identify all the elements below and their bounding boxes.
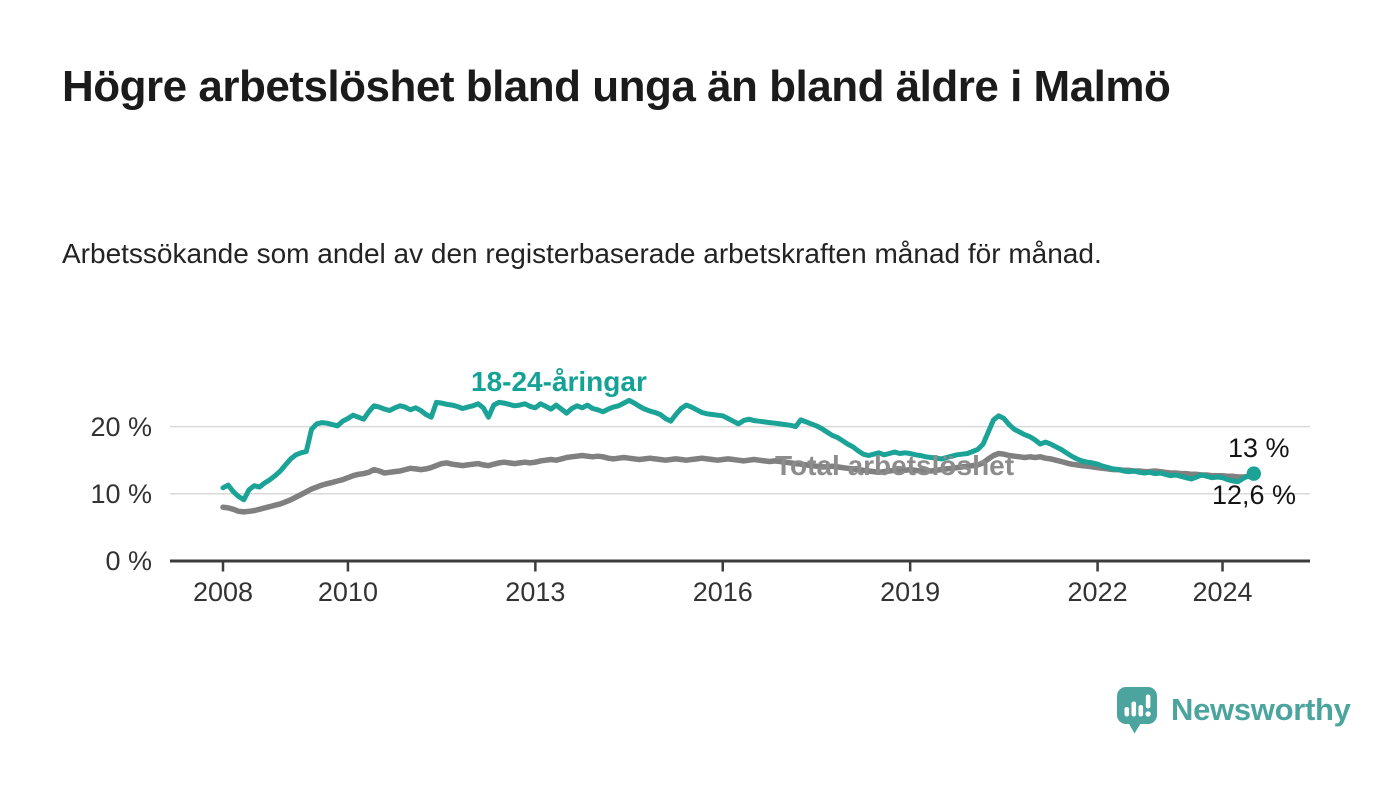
y-axis-labels: 0 % 10 % 20 % [84, 0, 152, 620]
series-label-total: Total arbetslöshet [775, 450, 1015, 481]
series-line-Total arbetslöshet [220, 450, 1257, 515]
series-line-18-24-åringar [220, 397, 1257, 503]
logo-exclamation-stem [1145, 694, 1151, 709]
x-axis-label: 2016 [692, 577, 753, 607]
series-label-youth: 18-24-åringar [471, 366, 647, 397]
x-axis-label: 2024 [1192, 577, 1253, 607]
latest-value-dot [1246, 466, 1262, 481]
x-axis-label: 2008 [192, 577, 254, 607]
x-axis-label: 2010 [317, 577, 378, 607]
x-axis-label: 2022 [1067, 577, 1128, 607]
page-title: Högre arbetslöshet bland unga än bland ä… [62, 62, 1171, 111]
x-axis-label: 2013 [505, 577, 566, 607]
logo-bar-2 [1131, 701, 1137, 717]
x-axis-labels: 2008 2010 2013 2016 2019 2022 2024 [90, 577, 1360, 617]
newsworthy-logo: Newsworthy [1116, 686, 1351, 734]
end-value-total: 12,6 % [1212, 480, 1297, 510]
y-axis-label: 0 % [105, 546, 152, 576]
x-axis-label: 2019 [880, 577, 941, 607]
logo-bar-1 [1124, 707, 1130, 717]
y-axis-label: 20 % [90, 411, 152, 442]
end-value-youth: 13 % [1228, 433, 1290, 463]
y-axis-label: 10 % [90, 478, 152, 509]
logo-bar-3 [1138, 705, 1144, 717]
newsworthy-logo-icon [1117, 687, 1157, 734]
line-chart [170, 397, 1310, 572]
chart-subtitle: Arbetssökande som andel av den registerb… [62, 238, 1102, 269]
newsworthy-logo-text: Newsworthy [1171, 692, 1351, 727]
logo-exclamation-dot [1145, 711, 1151, 717]
